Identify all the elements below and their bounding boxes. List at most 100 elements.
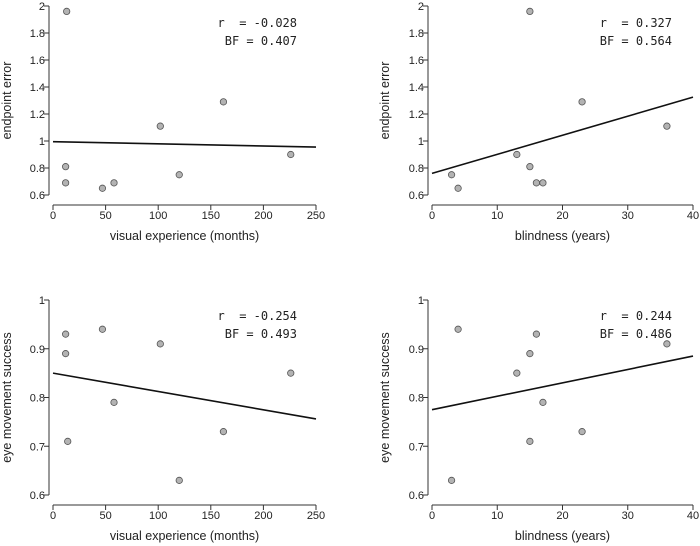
y-tick-label: 1.4 xyxy=(30,82,45,94)
x-axis-label: visual experience (months) xyxy=(110,529,259,543)
regression-line xyxy=(431,355,694,411)
bf-statistic: BF = 0.564 xyxy=(600,34,672,48)
y-tick-label: 0.8 xyxy=(409,393,424,405)
y-tick-label: 1.2 xyxy=(30,109,45,121)
data-point xyxy=(62,179,70,187)
x-tick-label: 100 xyxy=(149,210,167,222)
data-point xyxy=(663,340,671,348)
y-tick-label: 0.8 xyxy=(30,163,45,175)
data-point xyxy=(526,7,534,15)
x-axis-label: blindness (years) xyxy=(515,229,610,243)
x-tick-label: 40 xyxy=(687,510,699,522)
y-tick-label: 0.8 xyxy=(30,393,45,405)
x-tick-label: 20 xyxy=(556,510,568,522)
bf-statistic: BF = 0.493 xyxy=(225,327,297,341)
data-point xyxy=(98,184,107,192)
data-point xyxy=(98,325,107,333)
data-point xyxy=(532,330,541,338)
scatter-panel-3: 0.6 0.7 0.8 0.9 1 0 50 100 150 200 250 visual exper… xyxy=(0,295,325,543)
data-point xyxy=(539,179,547,187)
y-axis-label: endpoint error xyxy=(0,62,14,140)
y-tick-label: 1 xyxy=(418,295,424,307)
x-tick-label: 250 xyxy=(307,210,325,222)
data-point xyxy=(513,369,521,377)
x-tick-label: 50 xyxy=(99,210,111,222)
data-point xyxy=(447,171,456,179)
data-point xyxy=(526,350,534,358)
x-tick-label: 200 xyxy=(254,510,272,522)
data-point xyxy=(63,7,71,15)
scatter-panel-1: 0.6 0.8 1 1.2 1.4 1.6 1.8 2 0 50 100 150 200 250 visua… xyxy=(0,1,325,243)
x-axis-label: visual experience (months) xyxy=(110,229,259,243)
data-point xyxy=(526,163,534,171)
y-tick-label: 1 xyxy=(39,136,45,148)
y-tick-label: 0.6 xyxy=(409,190,424,202)
data-point xyxy=(454,184,462,192)
y-tick-label: 2 xyxy=(39,1,45,13)
data-point xyxy=(578,98,586,106)
x-tick-label: 40 xyxy=(687,210,699,222)
data-point xyxy=(62,163,70,171)
x-tick-label: 200 xyxy=(254,210,272,222)
data-point xyxy=(62,330,70,338)
data-point xyxy=(539,398,547,406)
x-tick-label: 10 xyxy=(491,510,503,522)
data-point xyxy=(110,179,118,187)
data-point xyxy=(219,98,228,106)
data-point xyxy=(532,179,541,187)
y-tick-label: 0.9 xyxy=(409,344,424,356)
y-tick-label: 1 xyxy=(418,136,424,148)
x-tick-label: 30 xyxy=(622,510,634,522)
r-statistic: r = 0.244 xyxy=(600,309,672,323)
data-point xyxy=(287,150,295,159)
x-tick-label: 150 xyxy=(202,510,220,522)
x-axis-label: blindness (years) xyxy=(515,529,610,543)
data-point xyxy=(578,428,586,436)
data-point xyxy=(62,350,70,358)
regression-line xyxy=(52,140,317,148)
data-point xyxy=(219,428,228,436)
y-tick-label: 1.2 xyxy=(409,109,424,121)
bf-statistic: BF = 0.486 xyxy=(600,327,672,341)
data-point xyxy=(287,369,295,377)
y-tick-label: 0.6 xyxy=(409,490,424,502)
y-tick-label: 0.8 xyxy=(409,163,424,175)
data-point xyxy=(526,437,534,445)
y-tick-label: 1.8 xyxy=(30,28,45,40)
x-tick-label: 20 xyxy=(556,210,568,222)
data-point xyxy=(663,122,671,130)
x-tick-label: 30 xyxy=(622,210,634,222)
y-tick-label: 2 xyxy=(418,1,424,13)
y-tick-label: 1.6 xyxy=(30,55,45,67)
x-tick-label: 0 xyxy=(429,510,435,522)
r-statistic: r = -0.028 xyxy=(218,16,297,30)
regression-line xyxy=(431,96,694,175)
y-axis-label: eye movement success xyxy=(0,332,14,463)
y-tick-label: 0.7 xyxy=(30,441,45,453)
data-point xyxy=(175,476,183,484)
y-axis-label: endpoint error xyxy=(378,62,392,140)
y-tick-label: 0.9 xyxy=(30,344,45,356)
data-point xyxy=(513,150,521,159)
data-point xyxy=(156,340,164,348)
y-tick-label: 1 xyxy=(39,295,45,307)
x-tick-label: 0 xyxy=(50,210,56,222)
y-tick-label: 1.6 xyxy=(409,55,424,67)
y-tick-label: 0.7 xyxy=(409,441,424,453)
x-tick-label: 10 xyxy=(491,210,503,222)
data-point xyxy=(156,122,164,130)
x-tick-label: 250 xyxy=(307,510,325,522)
data-point xyxy=(64,437,72,445)
data-point xyxy=(175,171,183,179)
x-tick-label: 150 xyxy=(202,210,220,222)
x-tick-label: 50 xyxy=(99,510,111,522)
r-statistic: r = -0.254 xyxy=(218,309,297,323)
bf-statistic: BF = 0.407 xyxy=(225,34,297,48)
y-tick-label: 0.6 xyxy=(30,490,45,502)
x-tick-label: 0 xyxy=(50,510,56,522)
y-tick-label: 1.8 xyxy=(409,28,424,40)
data-point xyxy=(447,476,456,484)
r-statistic: r = 0.327 xyxy=(600,16,672,30)
